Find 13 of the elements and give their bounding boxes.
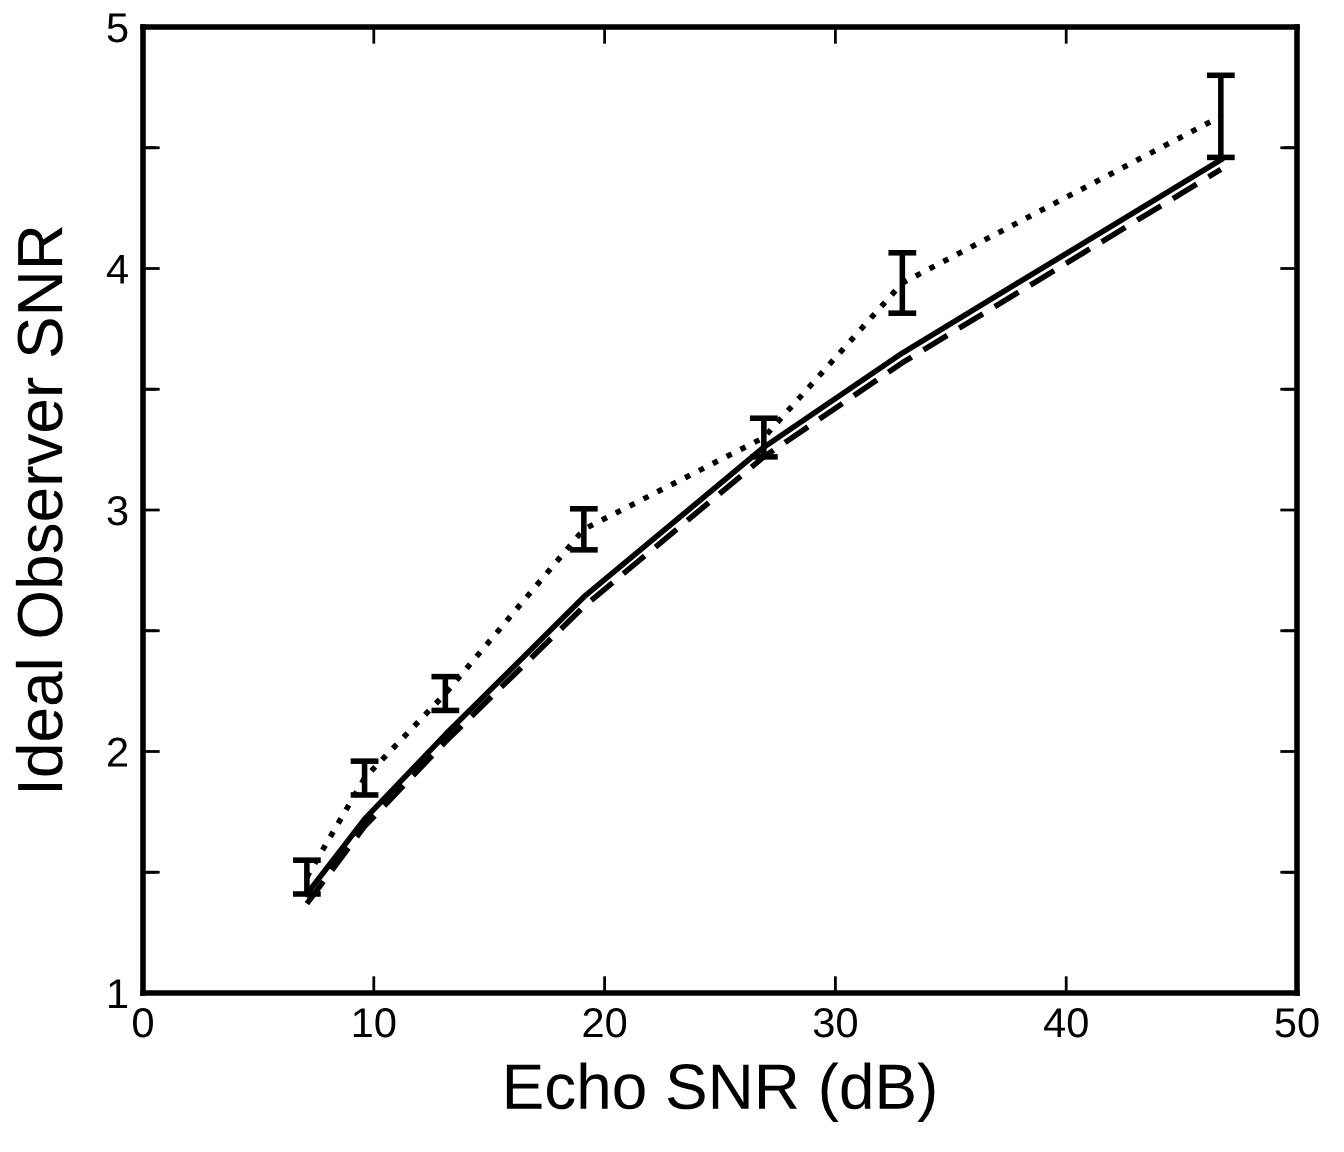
y-tick-label: 1 xyxy=(109,979,128,1009)
x-tick-label: 40 xyxy=(1043,1007,1088,1038)
y-tick-label: 5 xyxy=(107,13,128,43)
y-tick-label: 4 xyxy=(106,254,128,284)
y-tick-label: 2 xyxy=(108,737,128,767)
x-tick-label: 30 xyxy=(813,1007,857,1038)
x-tick-label: 0 xyxy=(133,1007,153,1038)
y-tick-label: 3 xyxy=(107,496,128,526)
x-tick-label: 50 xyxy=(1275,1007,1319,1038)
x-axis-title: Echo SNR (dB) xyxy=(506,1062,935,1122)
x-tick-label: 20 xyxy=(583,1007,627,1038)
y-axis-title: Ideal Observer SNR xyxy=(15,227,63,790)
x-tick-label: 10 xyxy=(353,1007,396,1038)
